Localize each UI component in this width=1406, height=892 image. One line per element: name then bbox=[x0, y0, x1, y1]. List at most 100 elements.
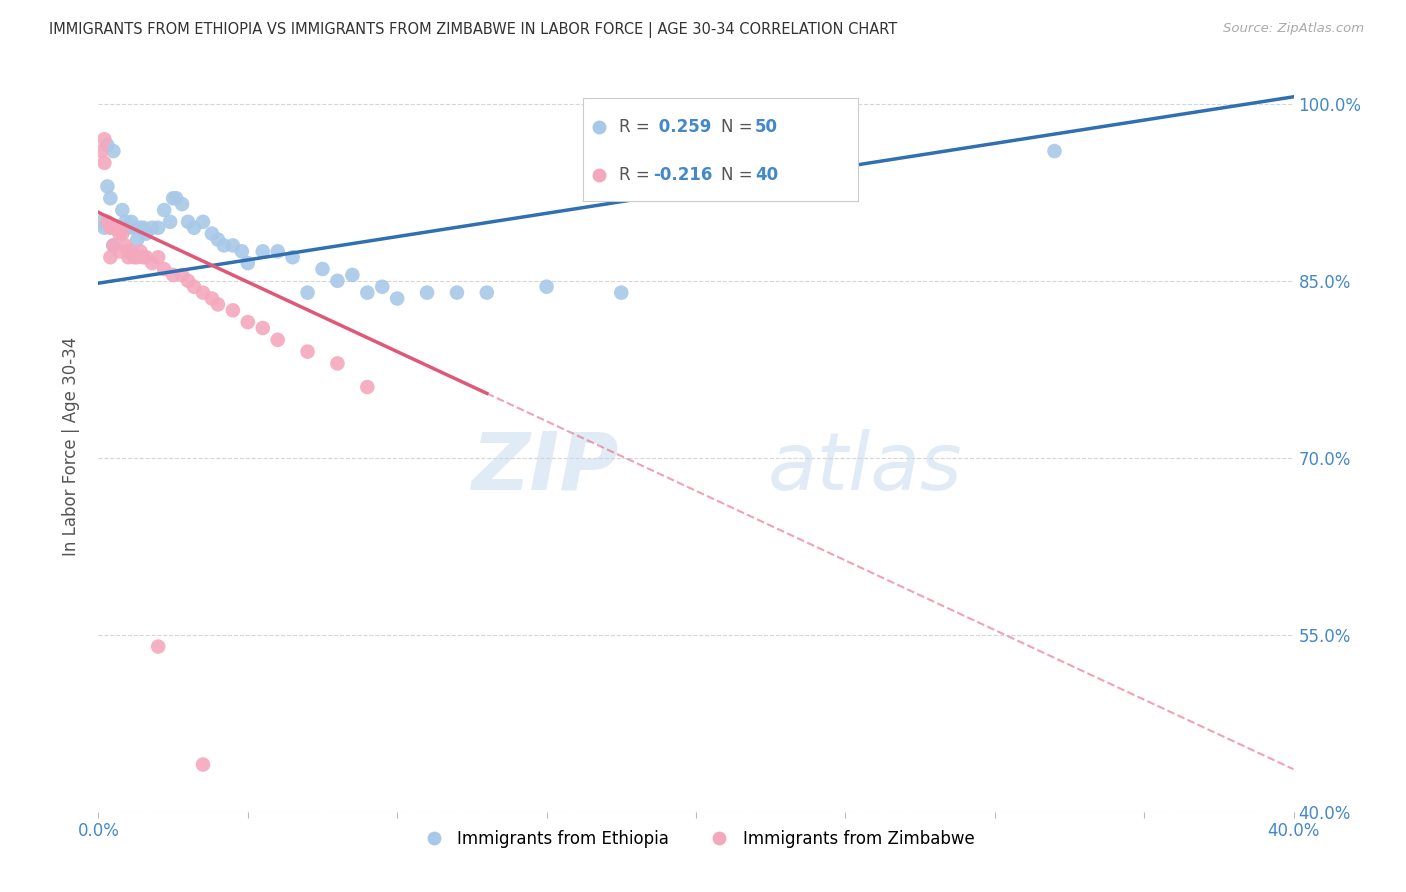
Point bbox=[191, 215, 214, 229]
Point bbox=[385, 292, 409, 306]
Point bbox=[135, 250, 157, 264]
Point bbox=[252, 244, 274, 259]
Point bbox=[135, 227, 157, 241]
Point bbox=[536, 279, 558, 293]
Point bbox=[105, 220, 128, 235]
Text: N =: N = bbox=[721, 166, 758, 184]
Text: 50: 50 bbox=[755, 118, 778, 136]
Point bbox=[356, 285, 378, 300]
Point bbox=[108, 244, 131, 259]
Point bbox=[127, 250, 149, 264]
Point bbox=[610, 285, 633, 300]
Text: 0.259: 0.259 bbox=[654, 118, 711, 136]
Point bbox=[103, 238, 125, 252]
Point bbox=[212, 238, 235, 252]
Point bbox=[96, 138, 118, 153]
Point bbox=[117, 250, 139, 264]
Point bbox=[297, 285, 319, 300]
Text: ZIP: ZIP bbox=[471, 429, 619, 507]
Point bbox=[93, 220, 115, 235]
Point bbox=[159, 215, 181, 229]
Point bbox=[108, 227, 131, 241]
Point bbox=[103, 220, 125, 235]
Point bbox=[177, 274, 200, 288]
Point bbox=[222, 238, 245, 252]
Point bbox=[103, 238, 125, 252]
Point bbox=[148, 220, 170, 235]
Point bbox=[153, 202, 176, 217]
Point bbox=[252, 321, 274, 335]
Text: IMMIGRANTS FROM ETHIOPIA VS IMMIGRANTS FROM ZIMBABWE IN LABOR FORCE | AGE 30-34 : IMMIGRANTS FROM ETHIOPIA VS IMMIGRANTS F… bbox=[49, 22, 897, 38]
Point bbox=[108, 220, 131, 235]
Point bbox=[162, 191, 184, 205]
Point bbox=[446, 285, 468, 300]
Point bbox=[172, 197, 194, 211]
Point bbox=[141, 220, 163, 235]
Point bbox=[90, 144, 112, 158]
Point bbox=[111, 202, 134, 217]
Point bbox=[120, 244, 142, 259]
Point bbox=[98, 250, 122, 264]
Text: atlas: atlas bbox=[768, 429, 963, 507]
Point bbox=[111, 227, 134, 241]
Point bbox=[165, 191, 187, 205]
Point bbox=[1043, 144, 1066, 158]
Point bbox=[90, 215, 112, 229]
Point bbox=[281, 250, 304, 264]
Point bbox=[371, 279, 394, 293]
Point bbox=[356, 380, 378, 394]
Point bbox=[416, 285, 439, 300]
Point bbox=[236, 256, 259, 270]
Point bbox=[96, 215, 118, 229]
Point bbox=[207, 233, 229, 247]
Text: N =: N = bbox=[721, 118, 758, 136]
Point bbox=[475, 285, 498, 300]
Point bbox=[236, 315, 259, 329]
Point bbox=[129, 220, 152, 235]
Point bbox=[148, 250, 170, 264]
Point bbox=[132, 220, 155, 235]
Point bbox=[183, 220, 205, 235]
Point bbox=[114, 215, 136, 229]
Point bbox=[177, 215, 200, 229]
Text: 40: 40 bbox=[755, 166, 778, 184]
Point bbox=[117, 244, 139, 259]
Point bbox=[93, 156, 115, 170]
Point bbox=[93, 132, 115, 146]
Point bbox=[162, 268, 184, 282]
Point bbox=[124, 250, 146, 264]
Y-axis label: In Labor Force | Age 30-34: In Labor Force | Age 30-34 bbox=[62, 336, 80, 556]
Point bbox=[267, 333, 290, 347]
Point bbox=[132, 250, 155, 264]
Point bbox=[114, 238, 136, 252]
Point bbox=[297, 344, 319, 359]
Point bbox=[105, 220, 128, 235]
Point bbox=[311, 262, 333, 277]
Point bbox=[98, 220, 122, 235]
Point bbox=[222, 303, 245, 318]
Point bbox=[117, 220, 139, 235]
Text: Source: ZipAtlas.com: Source: ZipAtlas.com bbox=[1223, 22, 1364, 36]
Point bbox=[326, 274, 349, 288]
Text: R =: R = bbox=[619, 166, 655, 184]
Point bbox=[153, 262, 176, 277]
Point bbox=[191, 757, 214, 772]
Point bbox=[96, 179, 118, 194]
Point bbox=[141, 256, 163, 270]
Point bbox=[124, 220, 146, 235]
Text: -0.216: -0.216 bbox=[654, 166, 713, 184]
Point bbox=[207, 297, 229, 311]
Legend: Immigrants from Ethiopia, Immigrants from Zimbabwe: Immigrants from Ethiopia, Immigrants fro… bbox=[411, 823, 981, 855]
Point bbox=[326, 356, 349, 370]
Point bbox=[201, 227, 224, 241]
Point bbox=[127, 233, 149, 247]
Point bbox=[183, 279, 205, 293]
Point bbox=[120, 215, 142, 229]
Point bbox=[129, 244, 152, 259]
Point bbox=[103, 144, 125, 158]
Point bbox=[148, 640, 170, 654]
Point bbox=[201, 292, 224, 306]
Point bbox=[98, 191, 122, 205]
Point bbox=[231, 244, 253, 259]
Text: R =: R = bbox=[619, 118, 655, 136]
